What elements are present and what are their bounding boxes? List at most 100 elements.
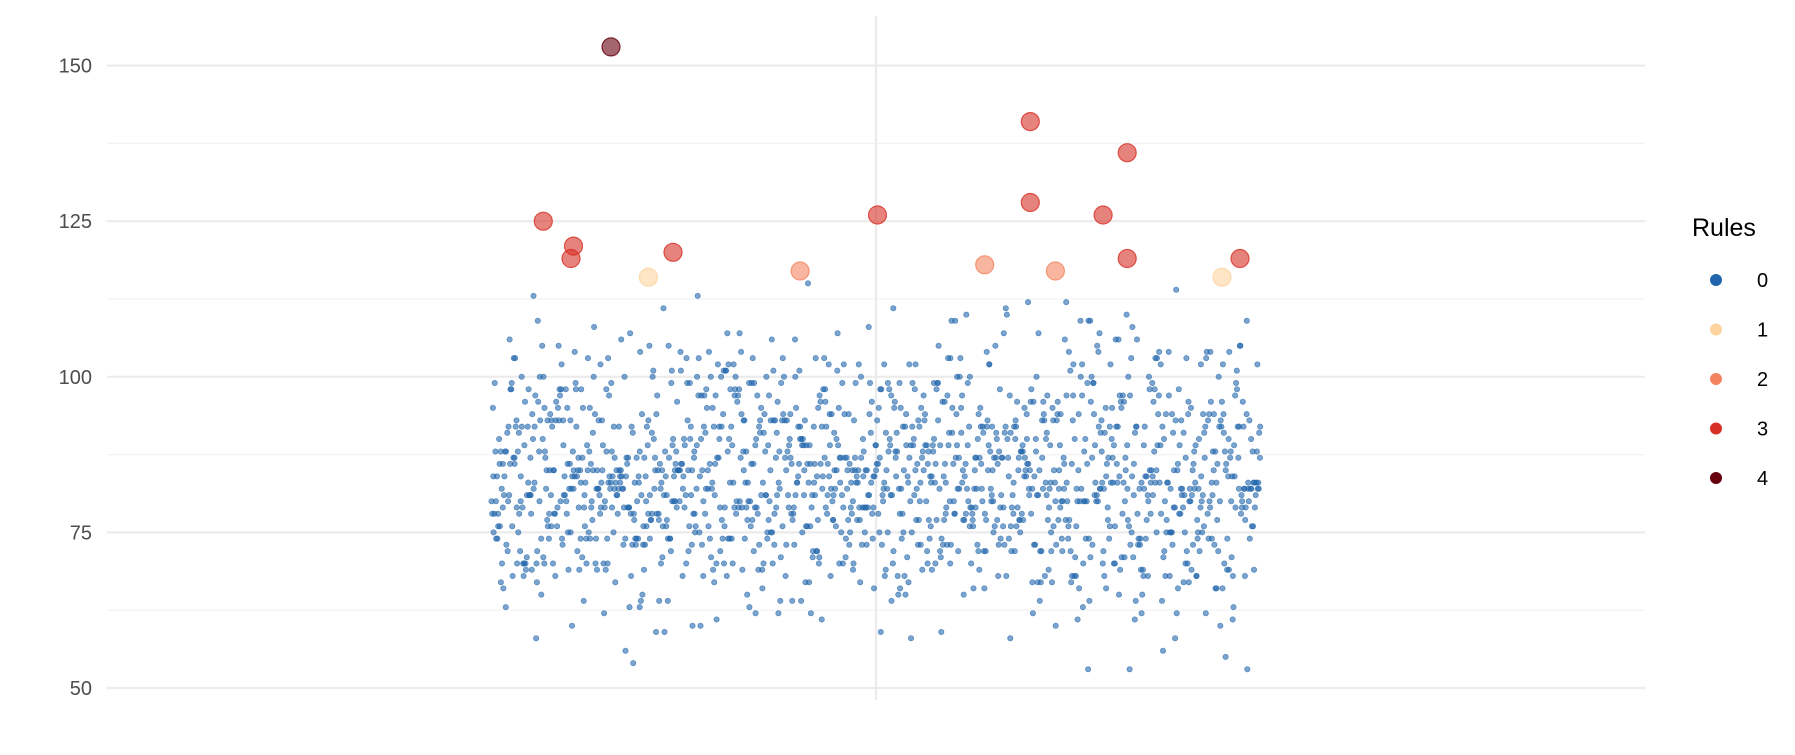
point-rule-0 [568, 622, 575, 629]
point-rule-0 [865, 323, 872, 330]
point-rule-0 [1099, 479, 1106, 486]
point-rule-0 [1047, 442, 1054, 449]
point-rule-0 [1239, 398, 1246, 405]
point-rule-0 [614, 510, 621, 517]
point-rule-0 [612, 579, 619, 586]
point-rule-0 [502, 448, 509, 455]
point-rule-0 [1067, 367, 1074, 374]
point-rule-0 [886, 386, 893, 393]
point-rule-0 [1052, 498, 1059, 505]
point-rule-0 [923, 442, 930, 449]
point-rule-0 [630, 660, 637, 667]
point-rule-0 [930, 435, 937, 442]
point-rule-0 [911, 386, 918, 393]
point-rule-0 [503, 541, 510, 548]
point-rule-3 [561, 248, 581, 269]
point-rule-0 [840, 361, 847, 368]
point-rule-0 [1001, 429, 1008, 436]
point-rule-0 [1239, 498, 1246, 505]
point-rule-0 [1126, 523, 1133, 530]
point-rule-0 [499, 504, 506, 511]
point-rule-0 [570, 485, 577, 492]
point-rule-0 [1206, 498, 1213, 505]
point-rule-0 [981, 585, 988, 592]
point-rule-0 [673, 504, 680, 511]
point-rule-0 [743, 504, 750, 511]
point-rule-0 [1134, 336, 1141, 343]
point-rule-0 [811, 460, 818, 467]
point-rule-0 [530, 292, 537, 299]
point-rule-0 [849, 566, 856, 573]
point-rule-0 [937, 442, 944, 449]
point-rule-0 [584, 442, 591, 449]
point-rule-0 [1030, 398, 1037, 405]
point-rule-0 [972, 504, 979, 511]
point-rule-0 [1252, 492, 1259, 499]
point-rule-0 [492, 498, 499, 505]
point-rule-0 [805, 479, 812, 486]
point-rule-0 [1041, 417, 1048, 424]
point-rule-0 [527, 454, 534, 461]
point-rule-0 [735, 392, 742, 399]
point-rule-0 [668, 367, 675, 374]
point-rule-0 [761, 411, 768, 418]
point-rule-0 [814, 516, 821, 523]
point-rule-0 [909, 379, 916, 386]
point-rule-0 [1079, 361, 1086, 368]
point-rule-0 [758, 404, 765, 411]
point-rule-0 [1199, 529, 1206, 536]
legend-entries: 0 1 2 3 4 [1710, 270, 1768, 490]
point-rule-0 [1095, 348, 1102, 355]
point-rule-2 [790, 261, 810, 281]
point-rule-0 [834, 367, 841, 374]
point-rule-0 [688, 492, 695, 499]
point-rule-0 [837, 479, 844, 486]
point-rule-0 [549, 423, 556, 430]
point-rule-0 [559, 541, 566, 548]
point-rule-0 [554, 404, 561, 411]
point-rule-0 [910, 435, 917, 442]
point-rule-0 [1244, 666, 1251, 673]
point-rule-0 [1069, 417, 1076, 424]
point-rule-0 [1133, 423, 1140, 430]
point-rule-0 [712, 392, 719, 399]
point-rule-0 [907, 498, 914, 505]
point-rule-0 [771, 510, 778, 517]
point-rule-0 [968, 560, 975, 567]
point-rule-0 [728, 423, 735, 430]
point-rule-0 [1220, 411, 1227, 418]
point-rule-0 [496, 523, 503, 530]
point-rule-0 [870, 504, 877, 511]
point-rule-0 [1200, 411, 1207, 418]
point-rule-0 [687, 435, 694, 442]
point-rule-0 [603, 386, 610, 393]
point-rule-0 [491, 379, 498, 386]
point-rule-0 [539, 435, 546, 442]
point-rule-0 [701, 392, 708, 399]
point-rule-0 [1198, 498, 1205, 505]
point-rule-0 [1010, 479, 1017, 486]
point-rule-0 [950, 460, 957, 467]
point-rule-0 [1140, 566, 1147, 573]
point-rule-0 [730, 361, 737, 368]
point-rule-0 [1089, 541, 1096, 548]
point-rule-0 [906, 361, 913, 368]
point-rule-0 [1058, 535, 1065, 542]
point-rule-0 [700, 423, 707, 430]
point-rule-0 [1178, 417, 1185, 424]
point-rule-0 [609, 473, 616, 480]
point-rule-0 [1008, 504, 1015, 511]
point-rule-0 [536, 448, 543, 455]
point-rule-0 [904, 473, 911, 480]
point-rule-0 [848, 479, 855, 486]
point-rule-0 [1250, 523, 1257, 530]
point-rule-0 [916, 498, 923, 505]
point-rule-0 [777, 597, 784, 604]
point-rule-0 [626, 504, 633, 511]
point-rule-0 [958, 404, 965, 411]
point-rule-0 [643, 498, 650, 505]
point-rule-0 [751, 379, 758, 386]
point-rule-0 [918, 454, 925, 461]
point-rule-0 [902, 591, 909, 598]
point-rule-0 [799, 529, 806, 536]
